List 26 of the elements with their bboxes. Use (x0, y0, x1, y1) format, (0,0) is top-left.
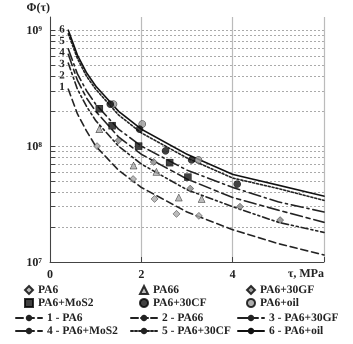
y-axis-title: Φ(τ) (26, 0, 50, 14)
annotation: 5 (59, 35, 66, 47)
annotation: 6 (59, 24, 66, 36)
x-tick-label: 0 (47, 267, 53, 281)
legend-label: 1 - PA6 (47, 312, 83, 324)
x-tick-label: 4 (230, 267, 236, 281)
legend-label: PA6+oil (260, 297, 299, 309)
annotation: 4 (59, 46, 66, 58)
y-tick-label: 10⁸ (26, 139, 42, 154)
legend-label: PA6+30GF (260, 284, 314, 296)
annotation: 2 (59, 70, 66, 82)
x-axis-title: τ, MPa (288, 266, 324, 280)
legend-label: PA6+MoS2 (38, 297, 94, 309)
legend-label: PA66 (153, 284, 180, 296)
legend-label: 3 - PA6+30GF (269, 312, 339, 324)
x-tick-label: 2 (138, 267, 144, 281)
legend-label: PA6+30CF (153, 297, 207, 309)
annotation: 3 (59, 58, 66, 70)
legend-label: 5 - PA6+30CF (162, 325, 231, 337)
legend-label: 4 - PA6+MoS2 (47, 325, 118, 337)
annotation: 1 (59, 81, 65, 93)
legend-label: PA6 (38, 284, 58, 296)
legend-label: 6 - PA6+oil (269, 325, 324, 337)
y-tick-label: 10⁹ (26, 23, 42, 38)
y-tick-label: 10⁷ (26, 255, 42, 269)
legend-label: 2 - PA66 (162, 312, 204, 324)
